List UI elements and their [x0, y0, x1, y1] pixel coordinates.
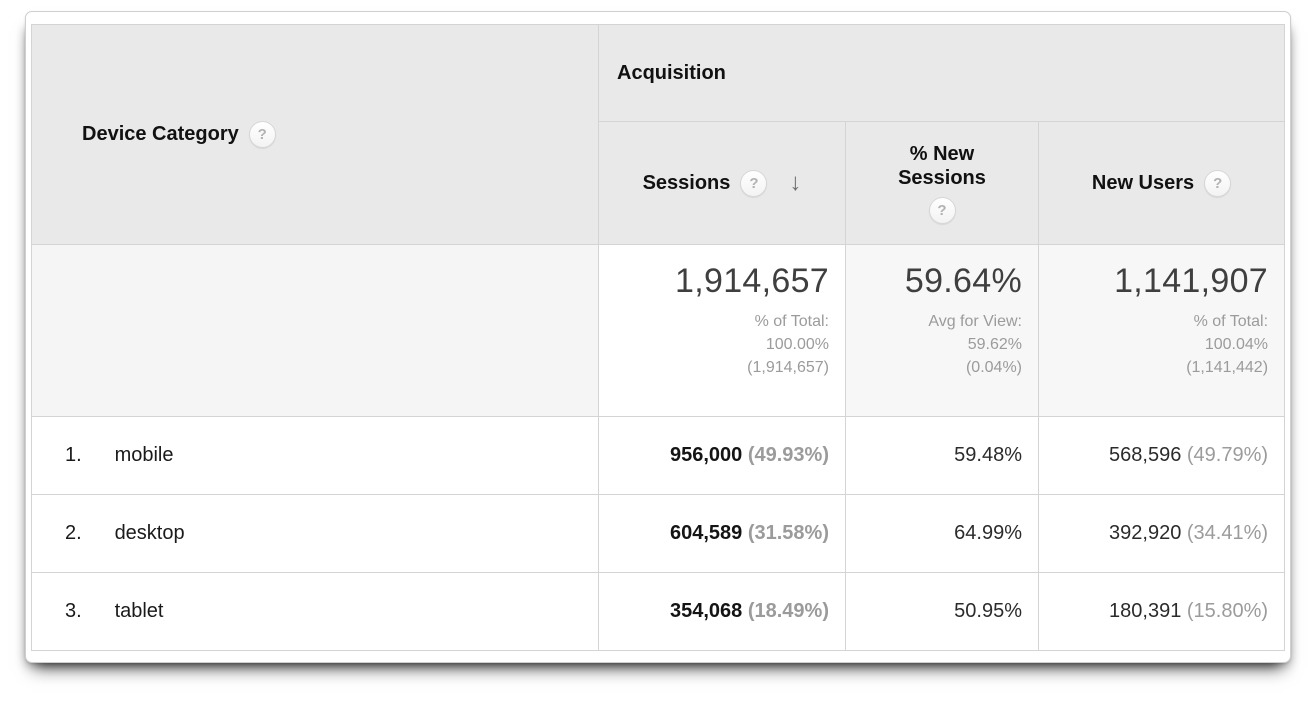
table-row: 3. tablet 354,068 (18.49%) 50.95% 180,39… [31, 572, 1286, 651]
new-users-percent: (34.41%) [1186, 522, 1269, 544]
totals-new-users-subline: (1,141,442) [1186, 359, 1269, 376]
totals-pct-new-sessions-subline: (0.04%) [965, 359, 1022, 376]
device-cell: 3. tablet [31, 572, 599, 651]
new-users-value: 568,596 [1109, 444, 1182, 466]
pct-new-sessions-cell: 64.99% [845, 494, 1039, 573]
acquisition-group-header: Acquisition [597, 24, 1286, 122]
sessions-column-header[interactable]: Sessions ? ↓ [598, 121, 846, 245]
device-category-header-label: Device Category [82, 123, 239, 145]
device-label[interactable]: desktop [114, 522, 185, 544]
row-rank: 3. [65, 600, 82, 622]
row-rank: 2. [65, 522, 82, 544]
sort-descending-icon[interactable]: ↓ [789, 169, 802, 196]
pct-new-sessions-column-header[interactable]: % New Sessions ? [845, 121, 1039, 245]
acquisition-group-label: Acquisition [617, 61, 726, 84]
new-users-column-header[interactable]: New Users ? [1037, 121, 1286, 245]
new-users-percent: (49.79%) [1186, 444, 1269, 466]
row-rank: 1. [65, 444, 82, 466]
totals-pct-new-sessions-cell: 59.64% Avg for View: 59.62% (0.04%) [845, 244, 1039, 417]
new-users-cell: 180,391 (15.80%) [1037, 572, 1286, 651]
totals-new-users-cell: 1,141,907 % of Total: 100.04% (1,141,442… [1037, 244, 1286, 417]
new-users-value: 180,391 [1109, 600, 1182, 622]
new-users-cell: 392,920 (34.41%) [1037, 494, 1286, 573]
sessions-cell: 604,589 (31.58%) [598, 494, 846, 573]
sessions-percent: (49.93%) [747, 444, 829, 466]
analytics-table: Device Category ? Acquisition Sessions ?… [31, 24, 1286, 651]
sessions-header-label: Sessions [642, 171, 731, 194]
pct-new-sessions-cell: 59.48% [845, 416, 1039, 495]
screenshot-card: Device Category ? Acquisition Sessions ?… [25, 11, 1291, 663]
help-icon[interactable]: ? [1204, 169, 1232, 197]
help-icon[interactable]: ? [928, 197, 956, 224]
totals-new-users-subline: 100.04% [1204, 336, 1269, 353]
pct-new-sessions-value: 50.95% [954, 600, 1022, 622]
sessions-value: 956,000 [669, 444, 743, 466]
totals-sessions-subline: % of Total: [754, 313, 829, 330]
pct-new-sessions-header-line1: % New [909, 143, 975, 165]
pct-new-sessions-cell: 50.95% [845, 572, 1039, 651]
metric-header-row: Sessions ? ↓ % New Sessions ? New Users [32, 121, 1286, 245]
totals-sessions-cell: 1,914,657 % of Total: 100.00% (1,914,657… [598, 244, 846, 417]
sessions-cell: 956,000 (49.93%) [598, 416, 846, 495]
new-users-value: 392,920 [1109, 522, 1182, 544]
pct-new-sessions-header-line2: Sessions [898, 167, 986, 189]
table-row: 1. mobile 956,000 (49.93%) 59.48% 568,59… [31, 416, 1286, 495]
group-header-row: Device Category ? Acquisition [31, 24, 1286, 245]
new-users-percent: (15.80%) [1186, 600, 1269, 622]
totals-pct-new-sessions-subline: 59.62% [967, 336, 1022, 353]
sessions-value: 604,589 [669, 522, 743, 544]
sessions-percent: (18.49%) [747, 600, 829, 622]
totals-sessions-value: 1,914,657 [675, 262, 829, 300]
totals-sessions-subline: 100.00% [765, 336, 829, 353]
sessions-percent: (31.58%) [747, 522, 829, 544]
totals-dimension-cell [31, 244, 599, 417]
sessions-value: 354,068 [669, 600, 743, 622]
totals-new-users-value: 1,141,907 [1114, 262, 1269, 300]
pct-new-sessions-value: 64.99% [954, 522, 1022, 544]
device-label[interactable]: tablet [114, 600, 164, 622]
new-users-cell: 568,596 (49.79%) [1037, 416, 1286, 495]
totals-new-users-subline: % of Total: [1193, 313, 1269, 330]
totals-row: 1,914,657 % of Total: 100.00% (1,914,657… [31, 244, 1286, 417]
totals-pct-new-sessions-subline: Avg for View: [928, 313, 1022, 330]
help-icon[interactable]: ? [248, 121, 276, 148]
sessions-cell: 354,068 (18.49%) [598, 572, 846, 651]
totals-pct-new-sessions-value: 59.64% [904, 262, 1022, 300]
device-cell: 1. mobile [31, 416, 599, 495]
table-row: 2. desktop 604,589 (31.58%) 64.99% 392,9… [31, 494, 1286, 573]
totals-sessions-subline: (1,914,657) [747, 359, 829, 376]
device-cell: 2. desktop [31, 494, 599, 573]
new-users-header-label: New Users [1091, 171, 1195, 194]
help-icon[interactable]: ? [740, 169, 768, 197]
device-category-header: Device Category ? [31, 24, 599, 245]
device-label[interactable]: mobile [114, 444, 174, 466]
pct-new-sessions-value: 59.48% [954, 444, 1022, 466]
